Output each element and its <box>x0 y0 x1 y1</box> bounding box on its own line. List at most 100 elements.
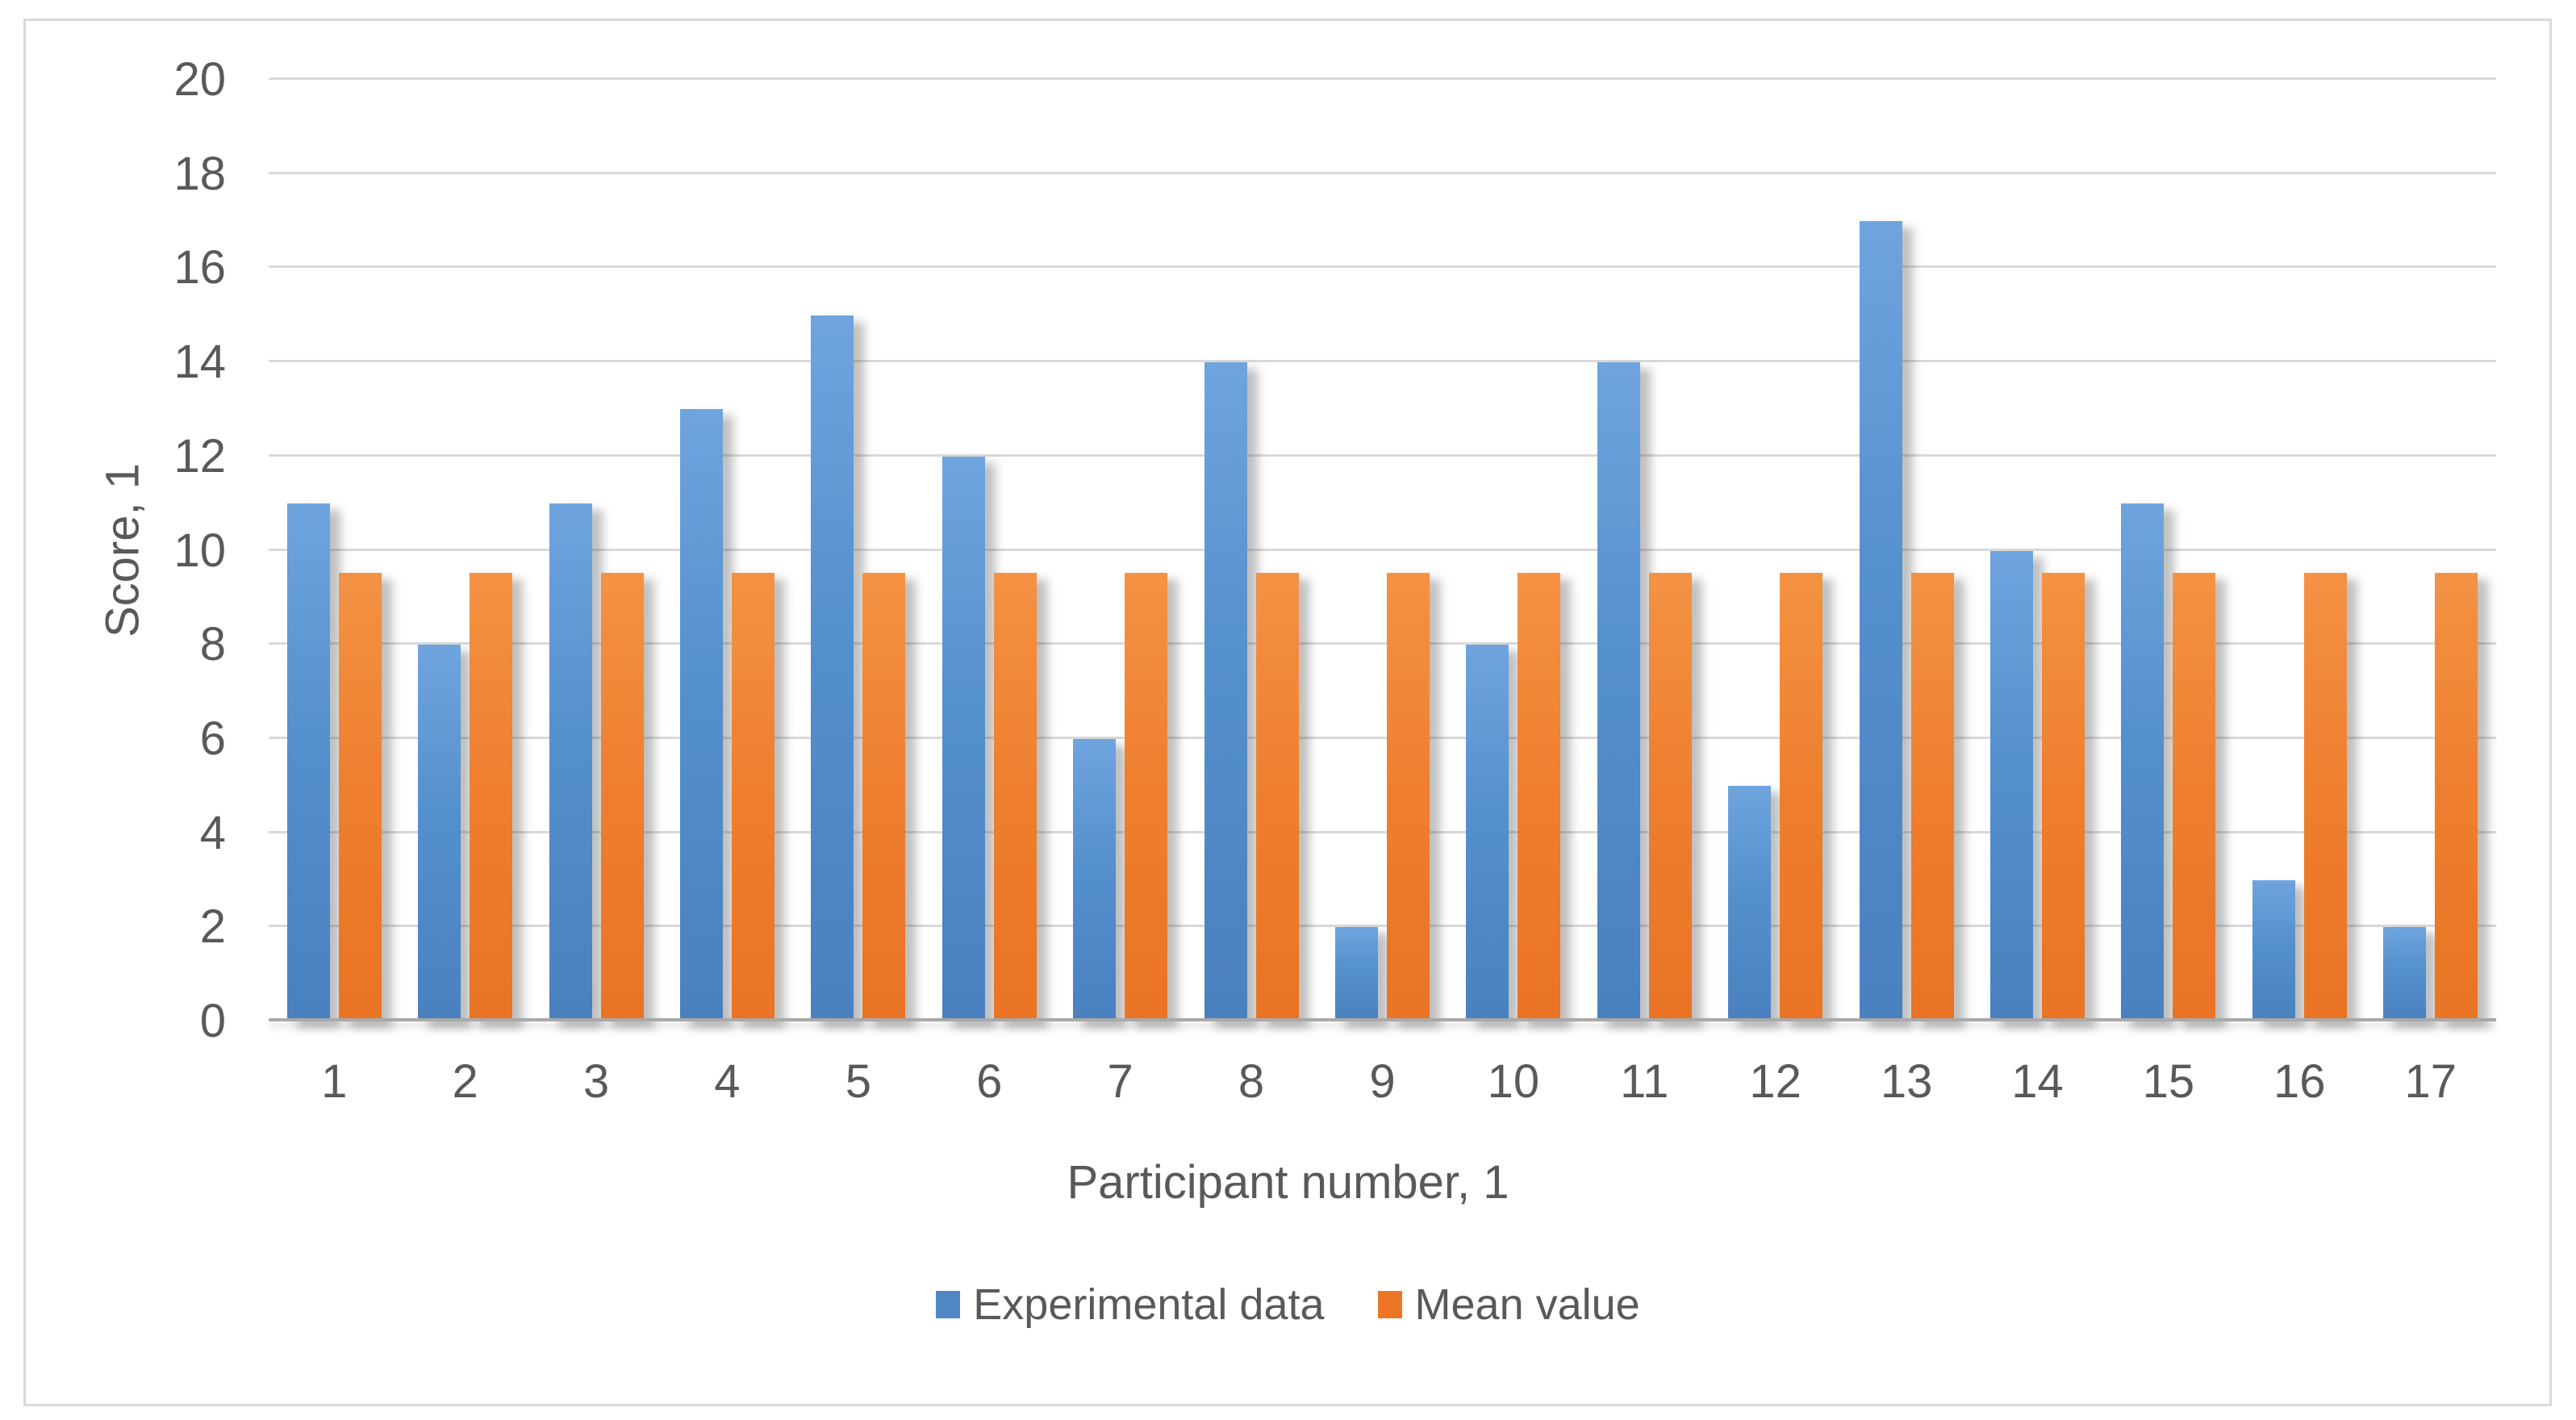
x-tick-label-14: 14 <box>2011 1055 2064 1108</box>
gridline-y4 <box>269 830 2496 833</box>
gridline-y10 <box>269 548 2496 551</box>
y-tick-label-0: 0 <box>199 995 226 1047</box>
x-tick-label-4: 4 <box>714 1055 741 1108</box>
x-tick-label-10: 10 <box>1487 1055 1540 1108</box>
bar-experimental-p2 <box>418 645 461 1021</box>
bar-experimental-p3 <box>549 503 592 1021</box>
bar-mean-p14 <box>2041 572 2085 1021</box>
gridline-y8 <box>269 642 2496 645</box>
x-axis-title: Participant number, 1 <box>1067 1156 1509 1209</box>
bar-experimental-p8 <box>1204 362 1247 1021</box>
x-tick-label-11: 11 <box>1620 1055 1669 1108</box>
bar-experimental-p5 <box>811 315 854 1021</box>
bar-experimental-p11 <box>1597 362 1640 1021</box>
bar-mean-p8 <box>1255 572 1299 1021</box>
bar-experimental-p12 <box>1728 786 1772 1021</box>
x-tick-label-2: 2 <box>452 1055 478 1108</box>
x-axis-line <box>269 1018 2496 1021</box>
category-slot-15 <box>2103 80 2234 1021</box>
category-slot-2 <box>399 80 530 1021</box>
legend-item-mean-value: Mean value <box>1377 1280 1640 1329</box>
bar-mean-p6 <box>993 572 1037 1021</box>
x-tick-label-16: 16 <box>2273 1055 2326 1108</box>
bar-mean-p9 <box>1386 572 1430 1021</box>
x-tick-label-1: 1 <box>321 1055 348 1108</box>
category-slot-10 <box>1448 80 1579 1021</box>
y-tick-label-18: 18 <box>173 147 226 200</box>
legend-label: Mean value <box>1414 1280 1640 1329</box>
category-slot-12 <box>1710 80 1840 1021</box>
category-slot-11 <box>1579 80 1710 1021</box>
category-slot-4 <box>662 80 792 1021</box>
bar-experimental-p7 <box>1073 738 1117 1021</box>
gridline-y6 <box>269 736 2496 739</box>
legend-item-experimental-data: Experimental data <box>936 1280 1325 1329</box>
bar-experimental-p10 <box>1466 645 1509 1021</box>
bar-groups <box>269 80 2496 1021</box>
bar-experimental-p16 <box>2252 879 2295 1021</box>
y-tick-label-2: 2 <box>199 900 226 954</box>
bar-mean-p13 <box>1910 572 1954 1021</box>
x-tick-label-15: 15 <box>2142 1055 2195 1108</box>
x-tick-label-17: 17 <box>2404 1055 2457 1108</box>
bar-mean-p3 <box>600 572 644 1021</box>
bar-experimental-p4 <box>679 409 723 1021</box>
gridline-y14 <box>269 360 2496 363</box>
experimental-data-swatch-icon <box>936 1291 961 1318</box>
bar-mean-p16 <box>2303 572 2347 1021</box>
y-tick-label-10: 10 <box>173 524 226 577</box>
category-slot-8 <box>1186 80 1317 1021</box>
y-tick-label-14: 14 <box>173 336 226 389</box>
chart-legend: Experimental data Mean value <box>0 1283 2576 1326</box>
category-slot-17 <box>2365 80 2496 1021</box>
x-tick-label-5: 5 <box>845 1055 871 1108</box>
legend-label: Experimental data <box>973 1280 1325 1329</box>
category-slot-7 <box>1054 80 1185 1021</box>
category-slot-3 <box>531 80 662 1021</box>
gridline-y2 <box>269 925 2496 928</box>
x-tick-label-12: 12 <box>1749 1055 1802 1108</box>
x-tick-label-9: 9 <box>1369 1055 1396 1108</box>
bar-mean-p4 <box>731 572 774 1021</box>
y-axis-tick-labels: 0 2 4 6 8 10 12 14 16 18 20 <box>97 56 226 1045</box>
bar-experimental-p14 <box>1989 550 2033 1021</box>
x-axis-tick-labels: 1 2 3 4 5 6 7 8 9 10 11 12 13 14 15 16 17 <box>269 1059 2496 1115</box>
x-tick-label-7: 7 <box>1107 1055 1134 1108</box>
x-tick-label-6: 6 <box>976 1055 1003 1108</box>
gridline-y18 <box>269 171 2496 174</box>
category-slot-14 <box>1972 80 2102 1021</box>
bar-experimental-p6 <box>941 456 985 1021</box>
bar-experimental-p9 <box>1334 927 1378 1021</box>
y-tick-label-16: 16 <box>173 241 226 294</box>
y-tick-label-6: 6 <box>199 712 226 765</box>
bar-experimental-p15 <box>2121 503 2165 1021</box>
x-tick-label-8: 8 <box>1238 1055 1265 1108</box>
bar-mean-p12 <box>1780 572 1823 1021</box>
bar-experimental-p1 <box>286 503 330 1021</box>
gridline-y12 <box>269 453 2496 457</box>
y-tick-label-12: 12 <box>173 429 226 482</box>
category-slot-16 <box>2234 80 2365 1021</box>
category-slot-5 <box>793 80 924 1021</box>
bar-mean-p10 <box>1518 572 1561 1021</box>
bar-mean-p15 <box>2173 572 2216 1021</box>
bar-mean-p11 <box>1648 572 1692 1021</box>
bar-mean-p1 <box>338 572 382 1021</box>
bar-experimental-p17 <box>2383 927 2427 1021</box>
category-slot-9 <box>1317 80 1447 1021</box>
y-axis-title: Score, 1 <box>96 463 149 637</box>
bar-mean-p2 <box>470 572 513 1021</box>
bar-mean-p7 <box>1125 572 1168 1021</box>
category-slot-1 <box>269 80 399 1021</box>
x-tick-label-3: 3 <box>582 1055 610 1108</box>
bar-mean-p17 <box>2435 572 2478 1021</box>
category-slot-6 <box>924 80 1054 1021</box>
bar-mean-p5 <box>862 572 906 1021</box>
y-tick-label-20: 20 <box>173 53 226 106</box>
category-slot-13 <box>1841 80 1972 1021</box>
mean-value-swatch-icon <box>1377 1291 1402 1318</box>
x-tick-label-13: 13 <box>1880 1055 1933 1108</box>
gridline-y16 <box>269 265 2496 269</box>
y-tick-label-8: 8 <box>199 618 226 671</box>
gridline-y20 <box>269 77 2496 80</box>
